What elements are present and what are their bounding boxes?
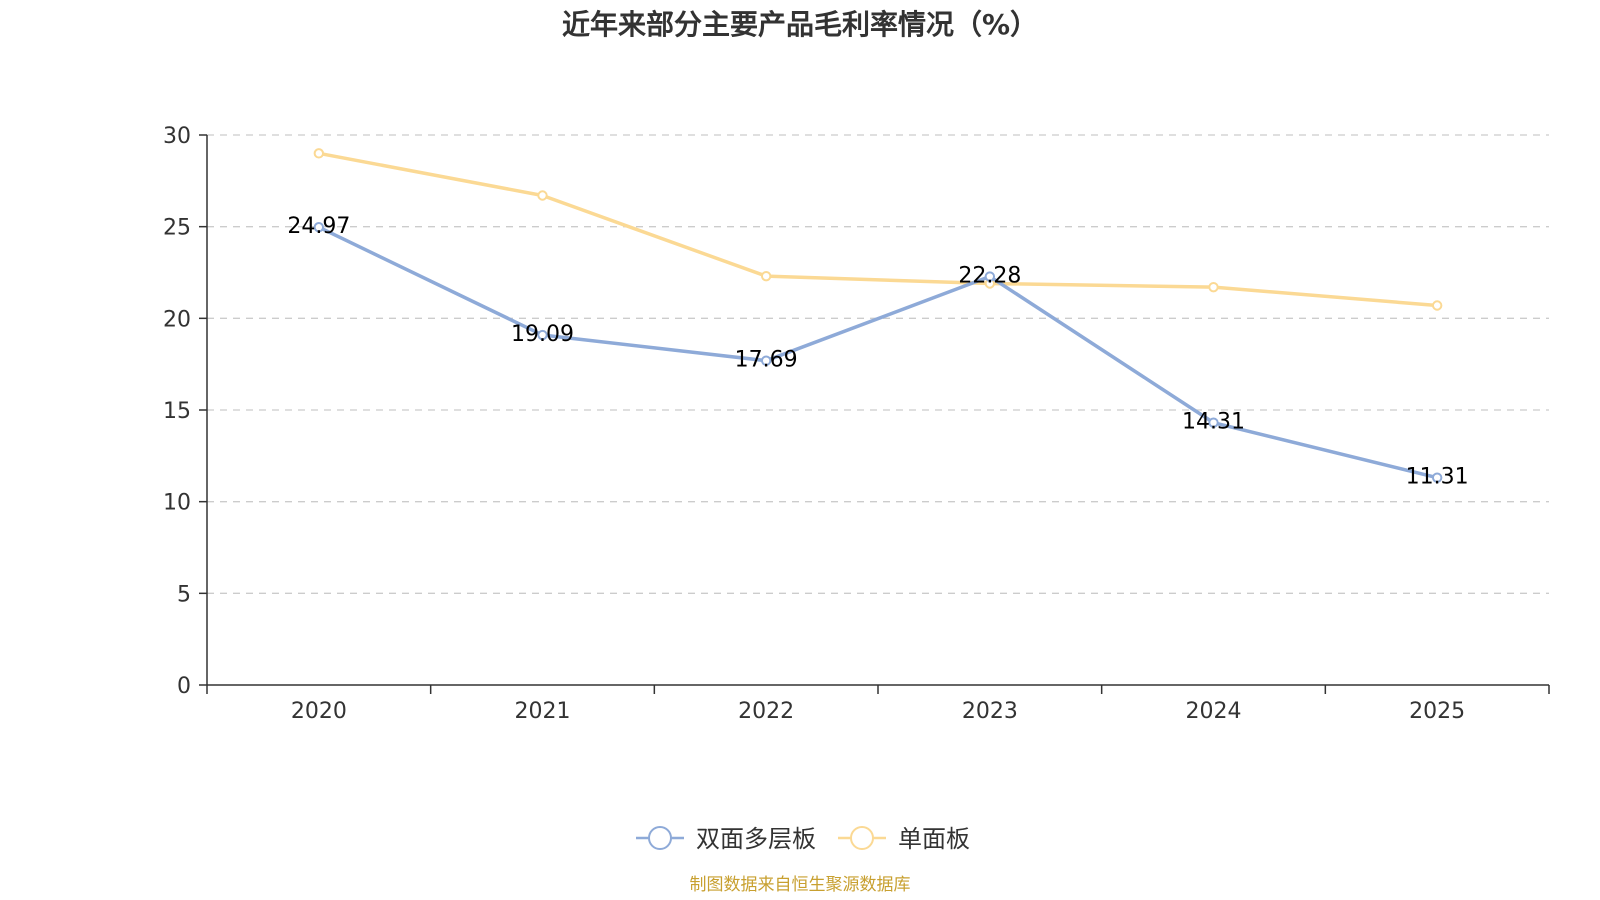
series-line-1 bbox=[318, 151, 1438, 308]
y-tick-label: 10 bbox=[163, 491, 191, 516]
data-point bbox=[1431, 472, 1443, 483]
data-label: 11.31 bbox=[1406, 465, 1469, 490]
series bbox=[313, 148, 1443, 483]
data-label: 17.69 bbox=[735, 348, 798, 373]
data-point bbox=[1431, 300, 1443, 311]
data-point bbox=[537, 190, 548, 201]
legend-item-0[interactable]: 双面多层板 bbox=[636, 825, 816, 853]
y-tick-label: 20 bbox=[163, 307, 191, 332]
series-line-0 bbox=[318, 225, 1438, 480]
x-tick-label: 2020 bbox=[291, 699, 347, 724]
y-tick-label: 30 bbox=[163, 124, 191, 149]
data-label: 14.31 bbox=[1182, 410, 1245, 435]
data-point bbox=[313, 222, 325, 233]
y-tick-label: 15 bbox=[163, 399, 191, 424]
x-tick-label: 2022 bbox=[738, 699, 794, 724]
data-point bbox=[984, 271, 996, 282]
legend-item-1[interactable]: 单面板 bbox=[838, 825, 970, 853]
data-point bbox=[1208, 281, 1219, 293]
data-label: 19.09 bbox=[511, 322, 574, 347]
x-tick-label: 2023 bbox=[962, 699, 1018, 724]
legend-marker-icon bbox=[850, 826, 874, 850]
data-label: 24.97 bbox=[287, 214, 350, 239]
data-label: 22.28 bbox=[958, 264, 1021, 289]
legend[interactable]: 双面多层板 单面板 bbox=[636, 825, 970, 853]
chart-title: 近年来部分主要产品毛利率情况（%） bbox=[562, 8, 1038, 41]
x-tick-label: 2025 bbox=[1409, 699, 1465, 724]
y-tick-label: 5 bbox=[177, 582, 191, 607]
data-point bbox=[537, 329, 548, 341]
data-point bbox=[313, 148, 325, 159]
x-tick-label: 2024 bbox=[1186, 699, 1242, 724]
data-point bbox=[760, 355, 772, 366]
x-tick-label: 2021 bbox=[515, 699, 571, 724]
legend-label: 单面板 bbox=[898, 825, 970, 853]
legend-marker-icon bbox=[648, 826, 672, 850]
data-labels: 24.97 19.09 17.69 22.28 14.31 11.31 bbox=[287, 214, 1468, 489]
data-point bbox=[1208, 417, 1219, 428]
legend-label: 双面多层板 bbox=[696, 825, 816, 853]
source-note: 制图数据来自恒生聚源数据库 bbox=[690, 875, 911, 895]
grid-lines bbox=[207, 134, 1549, 594]
y-tick-label: 0 bbox=[177, 674, 191, 699]
data-point bbox=[760, 270, 772, 282]
y-tick-label: 25 bbox=[163, 216, 191, 241]
